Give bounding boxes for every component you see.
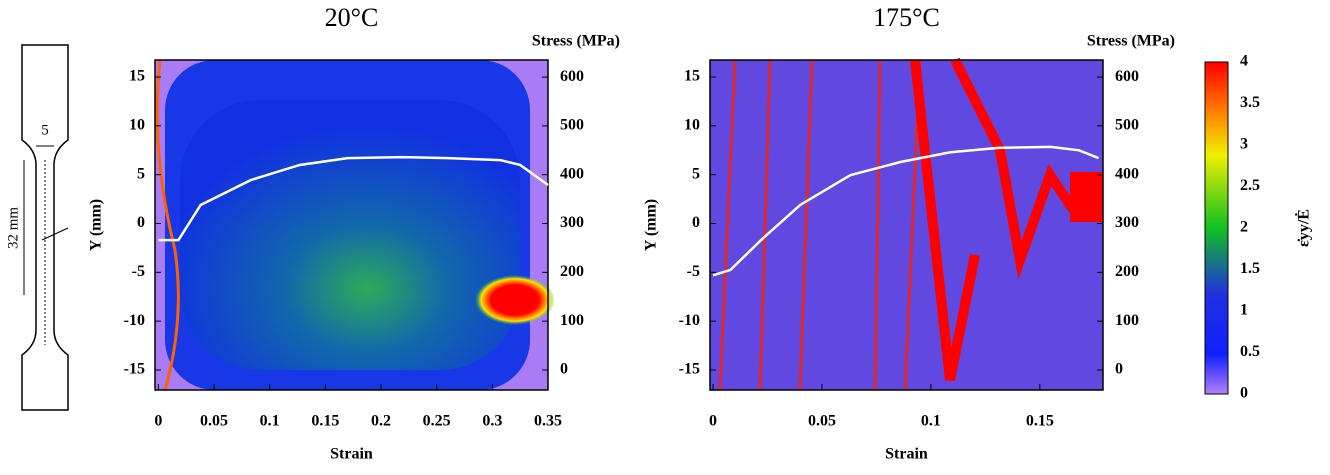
chart-title: 20°C xyxy=(325,3,379,32)
colorbar-label: ε̇yy/Ė xyxy=(1294,209,1313,247)
colorbar-tick-label: 4 xyxy=(1240,53,1248,70)
y-tick-label: 0 xyxy=(692,214,700,231)
specimen-width: 5 xyxy=(41,122,49,138)
y2-tick-label: 100 xyxy=(1115,312,1139,329)
x-tick-label: 0.35 xyxy=(534,413,562,430)
y-tick-label: 10 xyxy=(684,116,700,133)
y-tick-label: 0 xyxy=(137,214,145,231)
chart-title: 175°C xyxy=(873,3,940,32)
y-tick-label: -10 xyxy=(679,312,700,329)
heatmap-1 xyxy=(155,59,555,391)
y2-axis-label: Stress (MPa) xyxy=(1087,33,1175,50)
stress-line xyxy=(712,145,1100,277)
colorbar-tick-label: 1 xyxy=(1240,302,1248,319)
y-tick-label: 15 xyxy=(684,68,700,85)
x-tick-label: 0 xyxy=(709,413,717,430)
y-tick-label: 5 xyxy=(137,165,145,182)
y2-tick-label: 300 xyxy=(1115,214,1139,231)
y2-tick-label: 600 xyxy=(560,68,584,85)
y2-tick-label: 200 xyxy=(1115,263,1139,280)
x-tick-label: 0.1 xyxy=(921,413,941,430)
x-tick-label: 0.05 xyxy=(200,413,228,430)
y-tick-label: 5 xyxy=(692,165,700,182)
colorbar-tick-label: 0 xyxy=(1240,385,1248,402)
colorbar-tick-label: 3 xyxy=(1240,136,1248,153)
colorbar-tick-label: 1.5 xyxy=(1240,260,1260,277)
x-axis-label: Strain xyxy=(330,446,373,463)
x-axis-label: Strain xyxy=(885,446,928,463)
colorbar xyxy=(1204,61,1229,395)
x-tick-label: 0.15 xyxy=(311,413,339,430)
x-tick-label: 0.05 xyxy=(808,413,836,430)
y-tick-label: 10 xyxy=(129,116,145,133)
colorbar-tick-label: 2.5 xyxy=(1240,177,1260,194)
specimen-length: 32 mm xyxy=(5,207,21,249)
y-tick-label: -15 xyxy=(124,361,145,378)
specimen xyxy=(21,44,69,411)
y2-tick-label: 600 xyxy=(1115,68,1139,85)
x-tick-label: 0.15 xyxy=(1026,413,1054,430)
y-tick-label: -5 xyxy=(132,263,145,280)
y-tick-label: -15 xyxy=(679,361,700,378)
x-tick-label: 0.3 xyxy=(482,413,502,430)
x-tick-label: 0.25 xyxy=(423,413,451,430)
y-axis-label: Y (mm) xyxy=(88,199,105,251)
y2-tick-label: 100 xyxy=(560,312,584,329)
colorbar-tick-label: 0.5 xyxy=(1240,343,1260,360)
plot-frame xyxy=(154,59,549,391)
y2-axis-label: Stress (MPa) xyxy=(532,33,620,50)
heatmap-2 xyxy=(710,57,1104,391)
y2-tick-label: 0 xyxy=(560,361,568,378)
plot-frame xyxy=(709,59,1104,391)
y-tick-label: 15 xyxy=(129,68,145,85)
y-tick-label: -10 xyxy=(124,312,145,329)
x-tick-label: 0.2 xyxy=(371,413,391,430)
stress-line xyxy=(158,155,549,242)
y2-tick-label: 500 xyxy=(1115,117,1139,134)
y2-tick-label: 0 xyxy=(1115,361,1123,378)
colorbar-tick-label: 2 xyxy=(1240,219,1248,236)
x-tick-label: 0 xyxy=(154,413,162,430)
y-axis-label: Y (mm) xyxy=(643,199,660,251)
y2-tick-label: 400 xyxy=(560,165,584,182)
y2-tick-label: 500 xyxy=(560,117,584,134)
y2-tick-label: 400 xyxy=(1115,165,1139,182)
y2-tick-label: 300 xyxy=(560,214,584,231)
colorbar-tick-label: 3.5 xyxy=(1240,94,1260,111)
x-tick-label: 0.1 xyxy=(260,413,280,430)
y-tick-label: -5 xyxy=(687,263,700,280)
y2-tick-label: 200 xyxy=(560,263,584,280)
